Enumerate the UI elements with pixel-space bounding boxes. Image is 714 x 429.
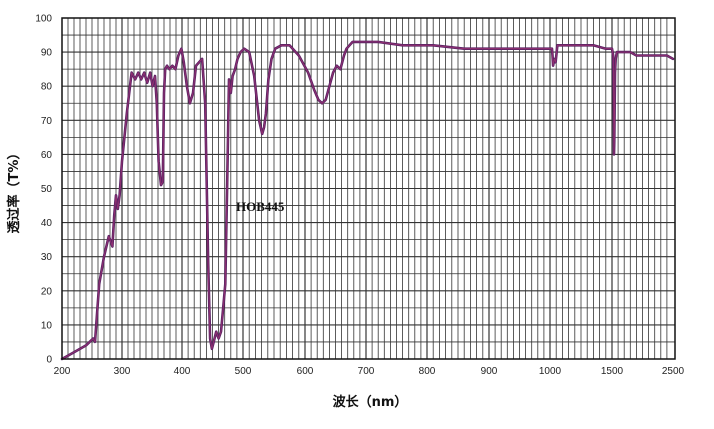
x-tick-label: 2500 — [662, 366, 685, 377]
y-tick-label: 90 — [41, 48, 53, 59]
x-tick-label: 1500 — [601, 366, 624, 377]
x-tick-label: 300 — [114, 366, 131, 377]
grid — [62, 18, 675, 359]
x-tick-label: 1000 — [539, 366, 562, 377]
y-tick-label: 80 — [41, 82, 53, 93]
y-tick-label: 100 — [35, 14, 52, 25]
y-tick-label: 30 — [41, 252, 53, 263]
x-tick-label: 600 — [297, 366, 314, 377]
transmittance-curve-highlight — [61, 41, 674, 360]
x-tick-label: 200 — [54, 366, 71, 377]
y-tick-label: 70 — [41, 116, 53, 127]
y-tick-label: 60 — [41, 150, 53, 161]
tick-labels: 0 10 20 30 40 50 60 70 80 90 100 200 300 400 500 600 700… — [35, 14, 684, 378]
y-tick-label: 0 — [46, 355, 52, 366]
x-tick-label: 800 — [419, 366, 436, 377]
curve-annotation: HOB445 — [236, 199, 285, 214]
y-tick-label: 50 — [41, 184, 53, 195]
x-tick-label: 500 — [235, 366, 252, 377]
y-tick-label: 20 — [41, 286, 53, 297]
y-axis-label: 透过率（T%） — [6, 147, 22, 234]
x-tick-label: 900 — [481, 366, 498, 377]
plot-frame — [61, 17, 676, 360]
x-tick-label: 400 — [174, 366, 191, 377]
y-tick-label: 40 — [41, 218, 53, 229]
series-layer — [60, 40, 675, 361]
y-tick-label: 10 — [41, 320, 53, 331]
x-axis-label: 波长（nm） — [333, 394, 408, 410]
x-tick-label: 700 — [358, 366, 375, 377]
